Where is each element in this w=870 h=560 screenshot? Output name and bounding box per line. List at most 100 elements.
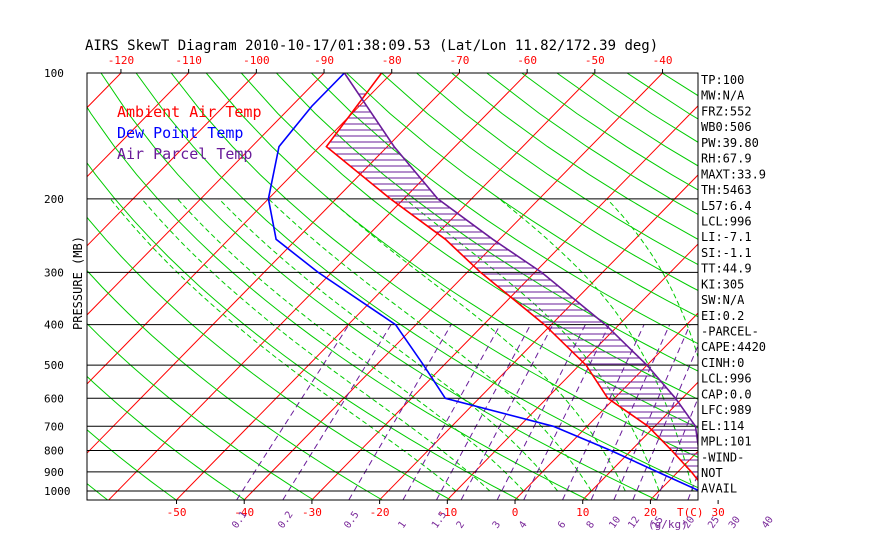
index-entry: TT:44.9 (701, 262, 752, 276)
isotherm-line (87, 73, 189, 178)
isotherm-line (0, 73, 53, 500)
index-entry: AVAIL (701, 482, 737, 496)
dew-point-profile (267, 73, 698, 492)
index-entry: EI:0.2 (701, 309, 744, 323)
x-axis-label: T(C) (677, 506, 704, 519)
dry-adiabat-line (87, 162, 520, 500)
pressure-tick-label: 500 (44, 359, 64, 372)
dry-adiabat-line (100, 73, 657, 500)
index-entry: KI:305 (701, 277, 744, 291)
isotherm-line (87, 73, 393, 385)
dry-adiabat-line (240, 73, 698, 400)
mixing-ratio-tick-label: 4 (517, 519, 529, 530)
dry-adiabat-line (170, 73, 698, 458)
mixing-ratio-tick-label: 0.5 (342, 510, 361, 531)
index-entry: -PARCEL- (701, 325, 759, 339)
bottom-temperature-tick-label: -30 (302, 506, 322, 519)
bottom-temperature-tick-label: -50 (167, 506, 187, 519)
legend-item-ambient-air-temp: Ambient Air Temp (117, 103, 262, 121)
top-temperature-tick-label: -90 (314, 54, 334, 67)
index-entry: LCL:996 (701, 372, 752, 386)
top-temperature-tick-label: -70 (450, 54, 470, 67)
dry-adiabat-line (87, 106, 589, 500)
pressure-tick-label: 100 (44, 67, 64, 80)
mixing-ratio-line (436, 324, 532, 500)
top-temperature-tick-label: -120 (108, 54, 135, 67)
pressure-tick-label: 600 (44, 392, 64, 405)
dry-adiabat-line (802, 73, 870, 500)
dry-adiabat-line (87, 483, 108, 500)
isotherm-line (446, 243, 698, 500)
bottom-temperature-tick-label: -40 (234, 506, 254, 519)
mixing-ratio-tick-label: 10 (607, 515, 623, 531)
mixing-ratio-unit-label: (g/kg) (648, 518, 688, 531)
mixing-ratio-line (348, 324, 452, 500)
mixing-ratio-tick-label: 30 (727, 515, 743, 531)
mixing-ratio-tick-label: 0.2 (276, 510, 295, 531)
mixing-ratio-line (656, 397, 698, 500)
isotherm-line (582, 381, 698, 500)
dry-adiabat-line (87, 429, 177, 500)
index-entry: WB0:506 (701, 120, 752, 134)
index-entry: PW:39.80 (701, 136, 759, 150)
legend-item-dew-point-temp: Dew Point Temp (117, 124, 243, 142)
bottom-temperature-tick-label: 0 (512, 506, 519, 519)
mixing-ratio-tick-label: 1 (396, 519, 408, 530)
y-axis-label: PRESSURE (MB) (71, 236, 85, 330)
isotherm-line (87, 73, 325, 316)
plot-frame (86, 72, 699, 501)
top-temperature-tick-label: -40 (653, 54, 673, 67)
index-entry: CAPE:4420 (701, 340, 766, 354)
mixing-ratio-line (562, 324, 645, 500)
isotherm-line (108, 73, 528, 500)
mixing-ratio-tick-label: 2 (455, 519, 467, 530)
mixing-ratio-tick-label: 3 (491, 519, 503, 530)
isotherm-line (854, 73, 870, 500)
index-entry: EL:114 (701, 419, 744, 433)
mixing-ratio-tick-label: 12 (626, 515, 642, 531)
dry-adiabat-line (381, 73, 698, 292)
mixing-ratio-line (236, 324, 350, 500)
parcel-temp-profile (343, 73, 698, 451)
isotherm-line (87, 73, 122, 109)
dry-adiabat-line (87, 375, 246, 500)
index-entry: L57:6.4 (701, 199, 752, 213)
mixing-ratio-tick-label: 6 (556, 519, 568, 530)
index-entry: NOT (701, 466, 723, 480)
moist-adiabat-line (498, 198, 694, 492)
isotherm-line (514, 312, 698, 500)
mixing-ratio-line (402, 324, 501, 500)
top-temperature-tick-label: -60 (517, 54, 537, 67)
index-entry: MW:N/A (701, 89, 745, 103)
bottom-temperature-tick-label: 30 (711, 506, 724, 519)
bottom-temperature-tick-label: 20 (644, 506, 657, 519)
index-entry: TH:5463 (701, 183, 752, 197)
index-entry: LI:-7.1 (701, 230, 752, 244)
moist-adiabat-line (177, 198, 525, 492)
pressure-tick-label: 700 (44, 420, 64, 433)
dry-adiabat-line (346, 73, 698, 318)
bottom-temperature-tick-label: -10 (437, 506, 457, 519)
index-entry: LCL:996 (701, 214, 752, 228)
mixing-ratio-tick-label: 8 (585, 519, 597, 530)
top-temperature-tick-label: -80 (382, 54, 402, 67)
index-entry: RH:67.9 (701, 152, 752, 166)
bottom-temperature-tick-label: 10 (576, 506, 589, 519)
dry-adiabat-line (311, 73, 698, 345)
dry-adiabat-line (837, 73, 870, 500)
mixing-ratio-line (282, 324, 392, 500)
moist-adiabat-line (404, 198, 660, 492)
dry-adiabat-line (416, 73, 698, 266)
moist-adiabat-line (828, 199, 844, 491)
mixing-ratio-line (767, 325, 826, 500)
isotherm-line (176, 73, 596, 500)
bottom-temperature-tick-label: -20 (370, 506, 390, 519)
index-entry: MPL:101 (701, 435, 752, 449)
pressure-tick-label: 900 (44, 466, 64, 479)
index-entry: TP:100 (701, 73, 744, 87)
pressure-tick-label: 200 (44, 193, 64, 206)
legend: Ambient Air Temp Dew Point Temp Air Parcel… (117, 103, 262, 163)
mixing-ratio-line (523, 324, 610, 500)
